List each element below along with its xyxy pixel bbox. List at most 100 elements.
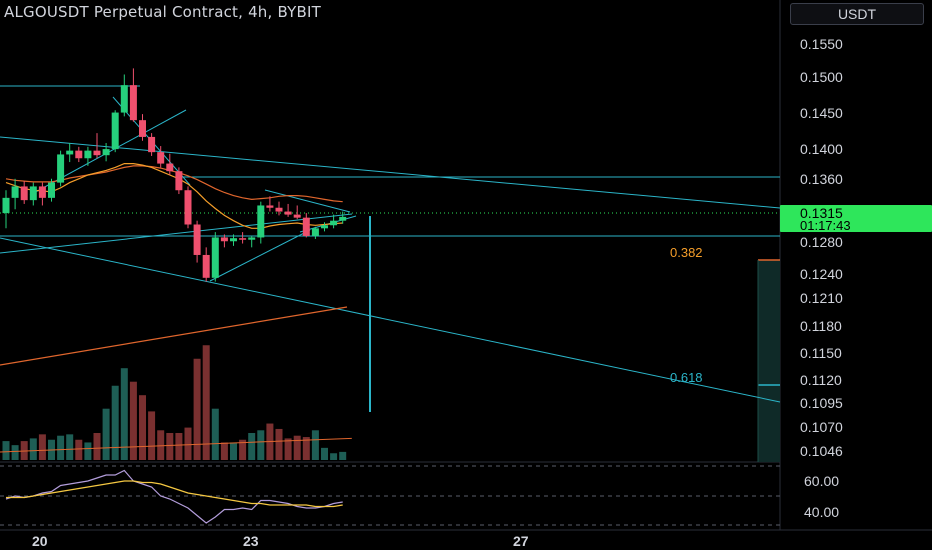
candle-body[interactable]: [102, 149, 110, 156]
candle-body[interactable]: [57, 154, 65, 183]
candle-body[interactable]: [284, 211, 292, 215]
price-tick: 0.1150: [800, 345, 842, 361]
candle-body[interactable]: [321, 225, 328, 229]
candle-body[interactable]: [20, 186, 28, 201]
candle-body[interactable]: [184, 190, 192, 225]
descending-channel-bottom[interactable]: [0, 237, 781, 403]
candle-body[interactable]: [166, 163, 174, 172]
candle-body[interactable]: [202, 254, 210, 278]
volume-bar: [330, 453, 338, 460]
volume-bar: [111, 385, 119, 460]
descending-channel-top[interactable]: [0, 136, 781, 209]
volume-bar: [248, 433, 256, 460]
candle-body[interactable]: [66, 150, 74, 155]
volume-bar: [339, 451, 347, 460]
volume-bar: [311, 430, 319, 460]
candle-body[interactable]: [302, 217, 310, 236]
candle-body[interactable]: [248, 237, 256, 240]
volume-bar: [120, 368, 128, 460]
triangle-lower[interactable]: [209, 229, 311, 282]
price-tick: 0.1046: [800, 443, 843, 459]
candle-body[interactable]: [157, 152, 165, 164]
volume-bar: [211, 408, 219, 460]
candle-body[interactable]: [266, 205, 274, 208]
rsi-tick-60: 60.00: [804, 473, 839, 489]
rsi-line: [5, 469, 343, 524]
ma-long-line: [0, 306, 348, 366]
candle-body[interactable]: [75, 150, 83, 159]
candle-body[interactable]: [93, 150, 101, 156]
rsi-tick-40: 40.00: [804, 504, 839, 520]
volume-bar: [148, 411, 156, 460]
fib-382-label: 0.382: [670, 245, 703, 260]
candle-body[interactable]: [111, 112, 119, 150]
candle-body[interactable]: [175, 171, 183, 191]
candle-body[interactable]: [84, 150, 92, 159]
volume-bar: [139, 395, 146, 460]
candle-body[interactable]: [11, 186, 19, 198]
ma-long-path: [0, 306, 348, 366]
last-price-label: 0.1315: [800, 205, 843, 221]
chart-title: ALGOUSDT Perpetual Contract, 4h, BYBIT: [4, 3, 321, 21]
price-axis[interactable]: 0.1550 0.1500 0.1450 0.1400 0.1360 0.1280 0.12…: [800, 36, 843, 459]
volume-bar: [302, 437, 310, 460]
volume-bar: [293, 435, 301, 460]
price-tick: 0.1095: [800, 395, 843, 411]
ma-short-line: [5, 163, 343, 229]
volume-bar: [230, 442, 237, 460]
currency-button[interactable]: USDT: [790, 3, 924, 25]
volume-bar: [129, 381, 137, 460]
candle-body[interactable]: [38, 186, 46, 198]
volume-bar: [166, 433, 174, 460]
candle-body[interactable]: [2, 197, 10, 214]
fib-618-label: 0.618: [670, 370, 703, 385]
price-tick: 0.1240: [800, 266, 843, 282]
candle-body[interactable]: [211, 237, 219, 278]
last-price-label-bg: [780, 205, 932, 232]
volume-ma-path: [0, 437, 352, 453]
candle-body[interactable]: [29, 186, 37, 201]
volume-bar: [220, 442, 228, 460]
price-tick: 0.1550: [800, 36, 843, 52]
candle-body[interactable]: [48, 182, 55, 198]
candle-body[interactable]: [193, 224, 201, 255]
volume-bar: [184, 427, 192, 460]
candle-body[interactable]: [120, 85, 128, 113]
rsi-path: [5, 469, 343, 524]
candle-body[interactable]: [148, 136, 156, 153]
candle-body[interactable]: [293, 214, 301, 218]
candle-body[interactable]: [275, 207, 283, 212]
candle-body[interactable]: [339, 216, 347, 221]
candle-body[interactable]: [220, 237, 228, 242]
candle-body[interactable]: [330, 220, 338, 226]
volume-bar: [175, 433, 183, 460]
price-tick: 0.1500: [800, 69, 843, 85]
volume-bar: [275, 428, 283, 460]
candle-body[interactable]: [139, 120, 146, 137]
triangle-upper[interactable]: [264, 189, 351, 213]
candlesticks[interactable]: [2, 68, 347, 282]
candle-body[interactable]: [311, 228, 319, 236]
volume-bar: [257, 430, 265, 460]
volume-bar: [239, 439, 247, 460]
candle-body[interactable]: [239, 238, 247, 240]
volume-bar: [75, 439, 83, 460]
price-tick: 0.1070: [800, 419, 843, 435]
rising-line-left[interactable]: [0, 213, 353, 254]
volume-bar: [38, 434, 46, 460]
price-tick: 0.1180: [800, 318, 842, 334]
volume-bar: [102, 408, 110, 460]
time-tick-23: 23: [243, 533, 259, 549]
candle-body[interactable]: [230, 238, 237, 242]
volume-bar: [20, 441, 28, 460]
ma-short-path: [5, 163, 343, 229]
candle-body[interactable]: [129, 85, 137, 121]
price-tick: 0.1450: [800, 105, 843, 121]
rsi-ma-line: [6, 480, 343, 508]
candle-body[interactable]: [257, 205, 265, 238]
volume-bar: [2, 441, 10, 460]
rsi-ma-path: [6, 480, 343, 508]
volume-bar: [157, 430, 165, 460]
price-tick: 0.1360: [800, 171, 843, 187]
